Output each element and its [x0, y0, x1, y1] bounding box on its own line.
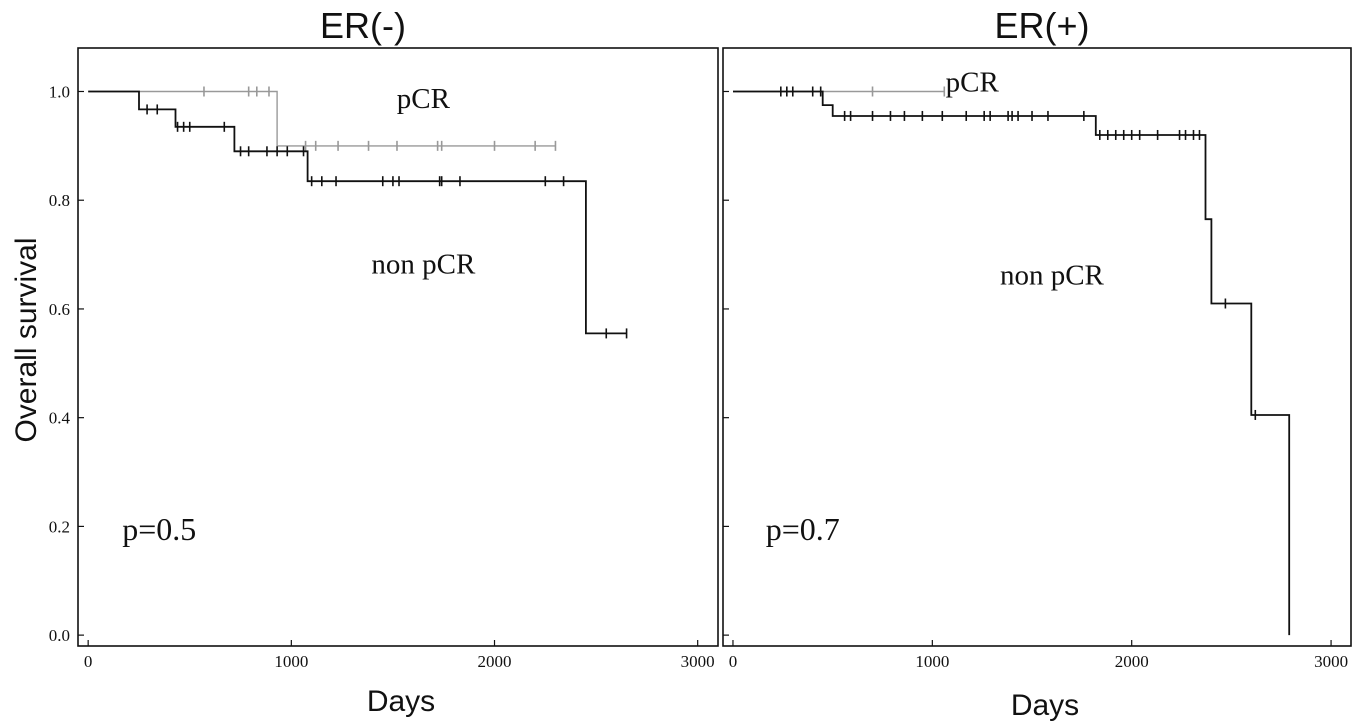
series-annotation: non pCR — [1000, 259, 1105, 291]
y-tick-label: 0.4 — [49, 409, 71, 428]
y-tick-label: 0.8 — [49, 191, 70, 210]
series-non-pcr-line — [88, 90, 627, 335]
series-annotation: pCR — [397, 83, 451, 115]
series-annotation: non pCR — [371, 249, 476, 281]
x-tick-label: 3000 — [1314, 652, 1348, 671]
x-axis-label: Days — [367, 685, 435, 718]
y-tick-label: 1.0 — [49, 82, 70, 101]
plot-frame — [722, 47, 1352, 647]
series-non-pcr-line — [733, 90, 1291, 636]
y-tick-label: 0.6 — [49, 300, 70, 319]
panel-er-negative: ER(-) Days 0 1000 2000 3000 0.0 0.2 0.4 0.6 0.8 1.0… — [49, 5, 719, 718]
plot-frame — [77, 47, 719, 647]
panel-title: ER(-) — [320, 5, 406, 46]
p-value-label: p=0.7 — [766, 511, 840, 547]
p-value-label: p=0.5 — [122, 511, 196, 547]
panel-title: ER(+) — [994, 5, 1089, 46]
x-tick-label: 1000 — [274, 652, 308, 671]
x-tick-label: 0 — [84, 652, 93, 671]
panel-er-positive: ER(+) Days 0 1000 2000 3000 pCR non pCR p=0.7 — [722, 5, 1352, 722]
y-tick-label: 0.0 — [49, 626, 70, 645]
x-axis-label: Days — [1011, 689, 1079, 722]
series-annotation: pCR — [946, 66, 1000, 98]
y-axis-label: Overall survival — [10, 237, 43, 442]
x-tick-label: 2000 — [1115, 652, 1149, 671]
x-tick-label: 2000 — [478, 652, 512, 671]
x-tick-label: 1000 — [915, 652, 949, 671]
x-tick-label: 3000 — [681, 652, 715, 671]
y-tick-label: 0.2 — [49, 517, 70, 536]
x-tick-label: 0 — [729, 652, 738, 671]
series-pcr-line — [88, 90, 556, 147]
